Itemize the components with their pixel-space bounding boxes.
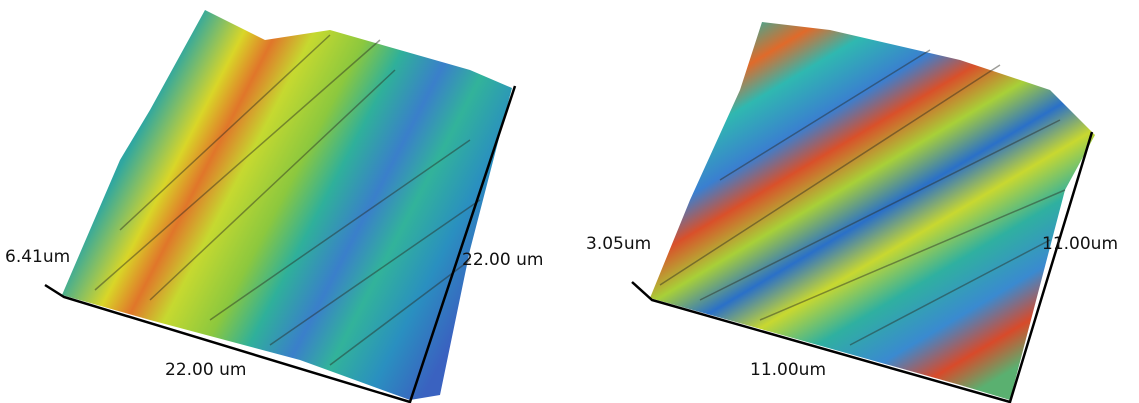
y-label: 11.00um: [1042, 234, 1118, 254]
height-label: 6.41um: [5, 247, 70, 267]
height-label: 3.05um: [586, 234, 651, 254]
right-panel: 3.05um 11.00um 11.00um: [586, 22, 1118, 402]
x-label: 11.00um: [750, 360, 826, 380]
surface: [62, 10, 512, 400]
x-label: 22.00 um: [165, 360, 246, 380]
y-label: 22.00 um: [462, 250, 543, 270]
figure: 6.41um 22.00 um 22.00 um 3.05um 11.00um …: [0, 0, 1139, 403]
left-panel: 6.41um 22.00 um 22.00 um: [5, 10, 543, 402]
